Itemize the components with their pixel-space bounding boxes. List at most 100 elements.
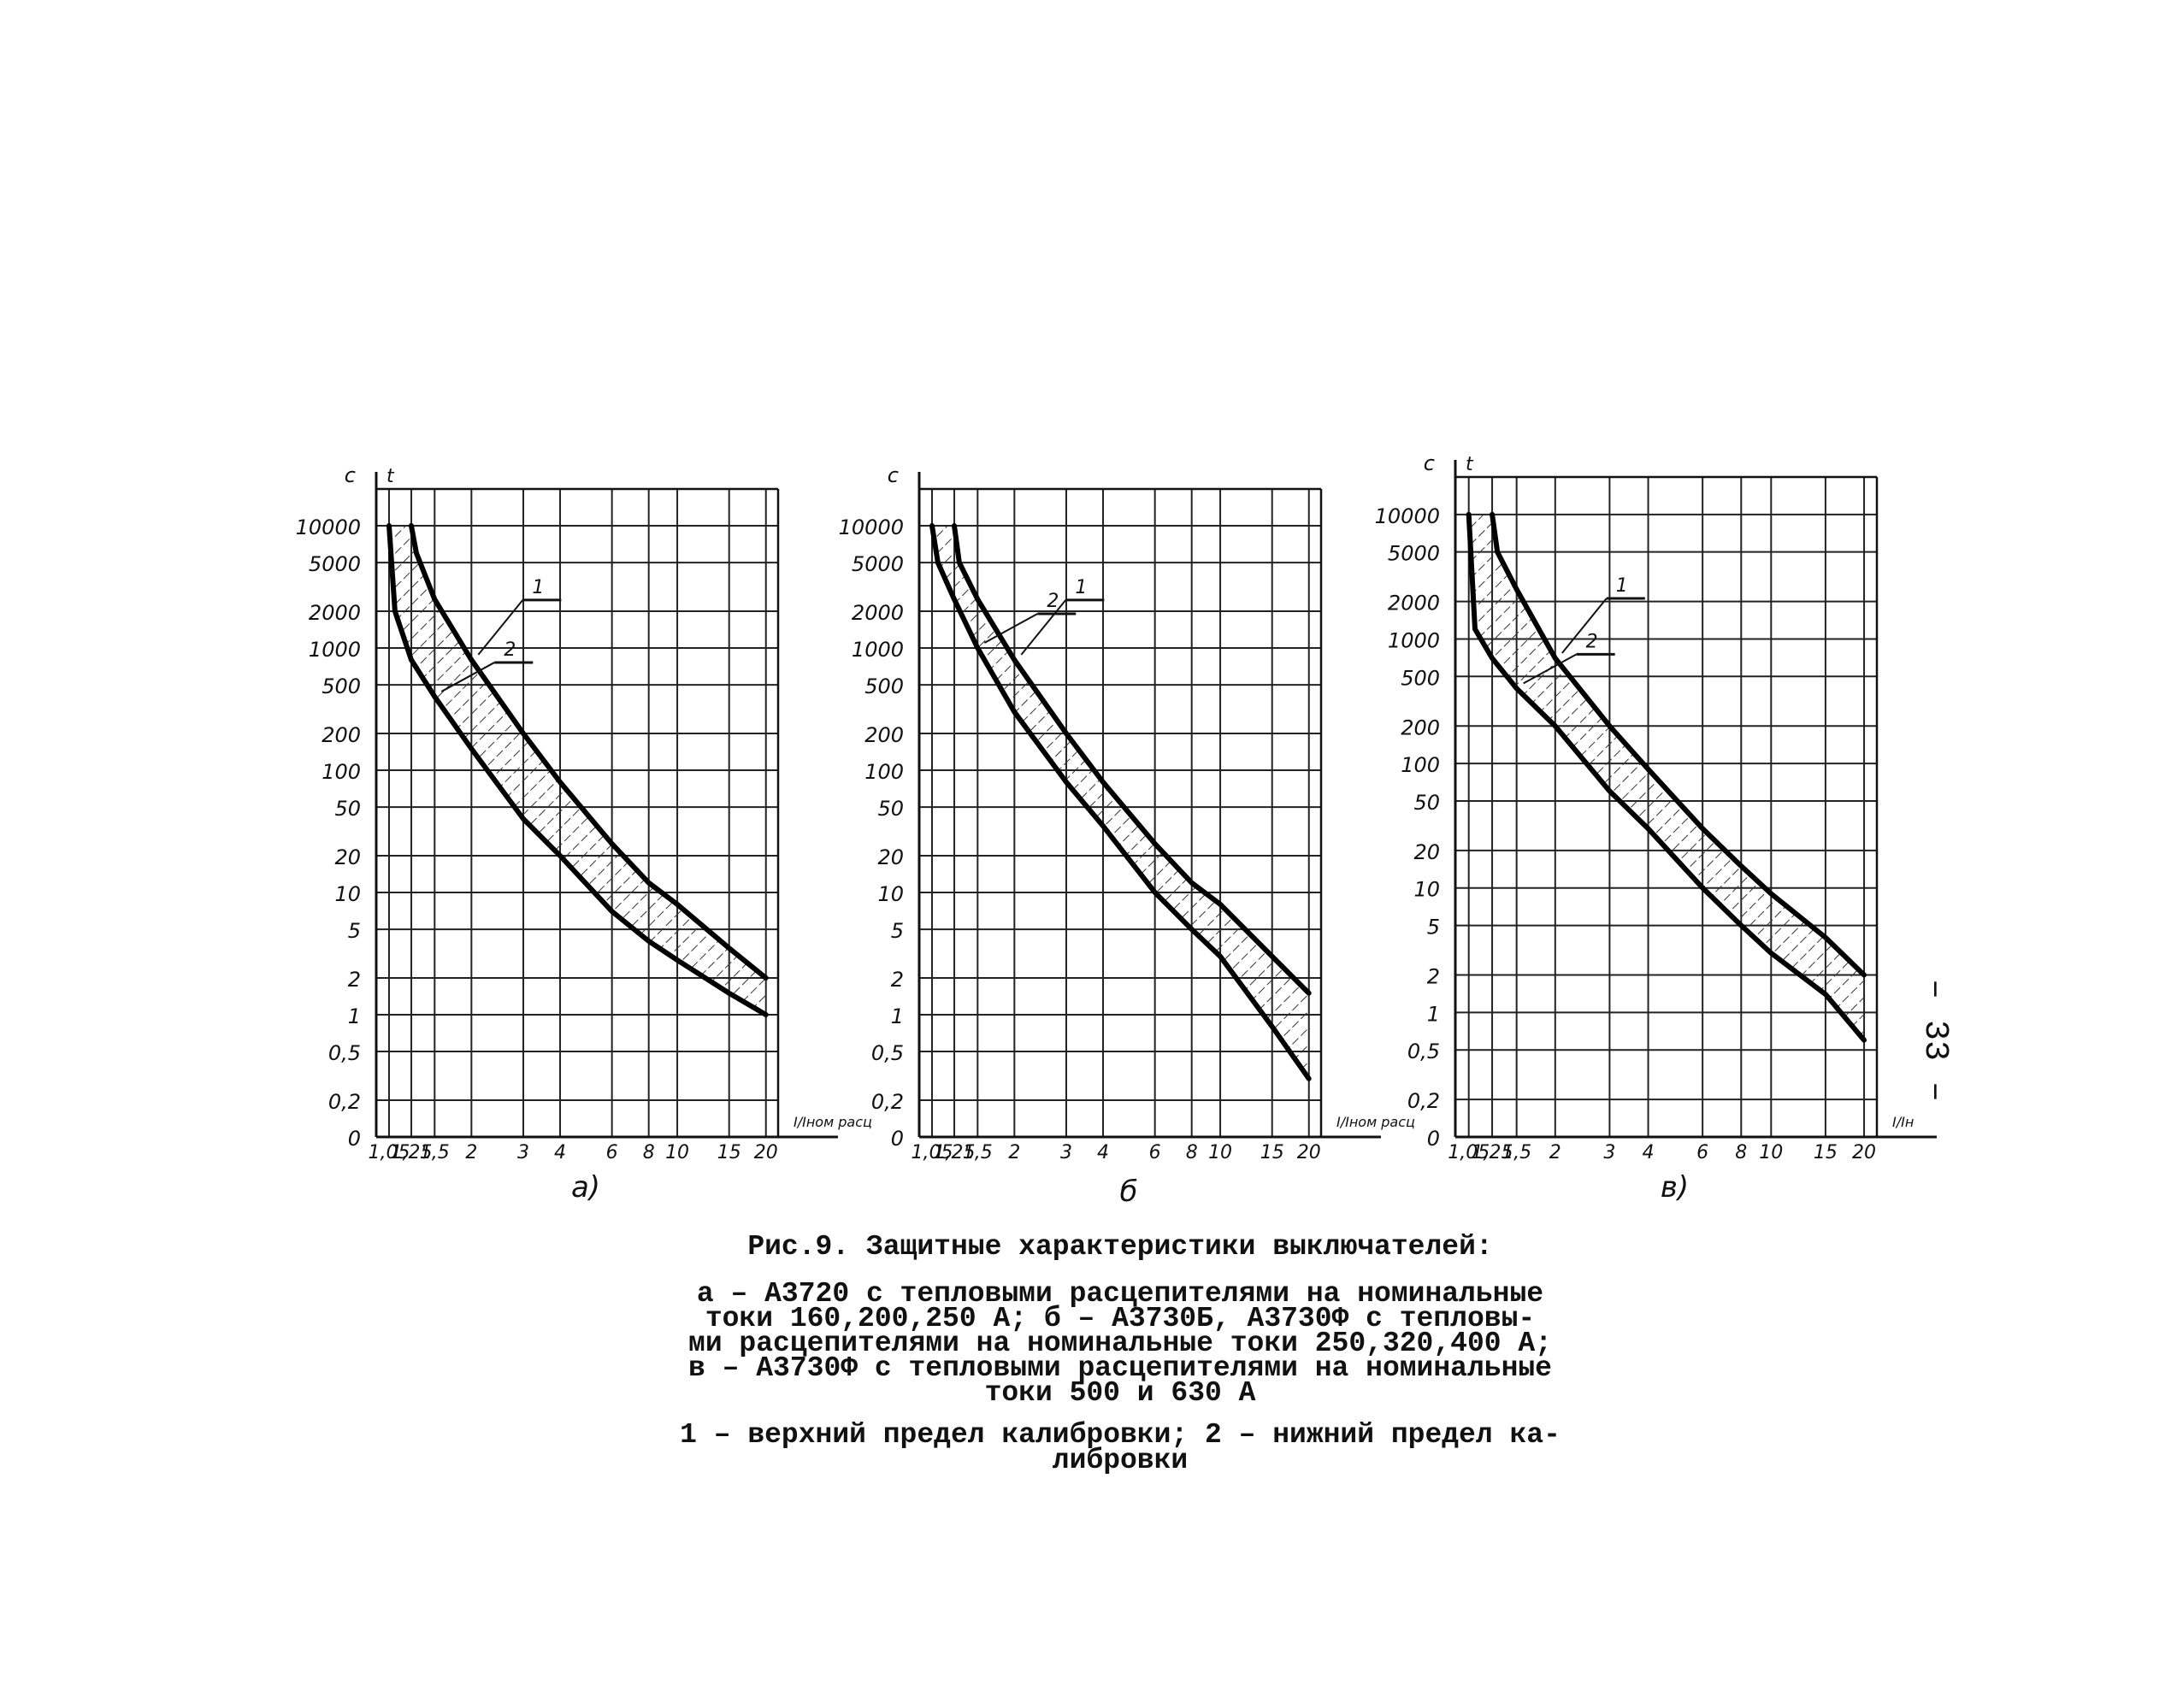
series-line-2 [929,523,1312,1081]
y-tick-label: 2000 [309,601,361,625]
caption-line: токи 500 и 630 А [984,1377,1256,1409]
x-tick-label: 10 [665,1142,689,1163]
x-tick-label: 15 [1260,1142,1284,1163]
caption-legend-line: либровки [1052,1445,1189,1476]
y-tick-label: 0 [348,1127,361,1151]
y-tick-label: 1 [348,1004,361,1028]
series-leader-line [1523,653,1578,685]
x-tick-label: 20 [754,1142,778,1163]
caption-line: токи 160,200,250 А; б – А3730Б, А3730Ф с… [705,1303,1536,1334]
x-axis-label: I/Iном расц [1336,1114,1415,1130]
x-tick-label: 1,5 [1502,1142,1531,1163]
y-tick-label: 2000 [852,601,904,625]
y-tick-label: 10 [877,882,904,906]
y-tick-label: 5 [1427,916,1440,939]
series-label: 2 [504,639,516,661]
y-tick-label: 5 [348,919,361,943]
y-tick-label: 0,5 [328,1041,361,1065]
figure-caption: Рис.9. Защитные характеристики выключате… [599,1231,1642,1476]
x-tick-label: 1,5 [420,1142,450,1163]
x-tick-label: 4 [1097,1142,1109,1163]
x-tick-label: 3 [1603,1142,1615,1163]
x-tick-label: 2 [1549,1142,1561,1163]
y-axis-label: t [1466,454,1474,475]
x-tick-label: 15 [1814,1142,1838,1163]
x-tick-label: 1,05 [911,1142,953,1163]
series-label: 2 [1047,591,1059,612]
x-tick-label: 15 [717,1142,741,1163]
y-tick-label: 10000 [296,515,361,539]
x-tick-label: 2 [1008,1142,1020,1163]
chart-panel: 100005000200010005002001005020105210,50,… [296,463,872,1204]
y-tick-label: 5 [891,919,904,943]
y-tick-label: 0,2 [1407,1089,1440,1113]
x-tick-label: 4 [554,1142,566,1163]
y-tick-label: 20 [877,845,904,869]
y-tick-label: 5000 [852,552,904,576]
x-axis-label: I/Iн [1892,1114,1914,1130]
x-tick-label: 20 [1852,1142,1876,1163]
y-tick-label: 0,5 [1407,1040,1440,1063]
y-tick-label: 500 [1401,666,1440,690]
caption-line: ми расцепителями на номинальные токи 250… [688,1328,1552,1359]
y-tick-label: 100 [864,760,904,784]
caption-legend: 1 – верхний предел калибровки; 2 – нижни… [599,1419,1642,1476]
x-tick-label: 10 [1208,1142,1232,1163]
series-label: 2 [1586,631,1598,652]
y-tick-label: 50 [334,797,361,821]
page-number: – 33 – [1915,979,1954,1103]
x-tick-label: 1,5 [963,1142,993,1163]
x-tick-label: 8 [1186,1142,1198,1163]
caption-body: а – А3720 с тепловыми расцепителями на н… [599,1278,1642,1409]
y-tick-label: 5000 [309,552,361,576]
y-tick-label: 0 [1427,1127,1440,1151]
y-tick-label: 0 [891,1127,904,1151]
series-line-1 [1490,511,1867,978]
series-leader-line [983,613,1038,644]
y-tick-label: 2000 [1388,592,1440,615]
y-tick-label: 200 [1401,716,1440,739]
panel-label: б [1120,1175,1138,1209]
y-tick-label: 10000 [839,515,904,539]
x-tick-label: 20 [1297,1142,1321,1163]
y-tick-label: 1000 [852,638,904,662]
caption-legend-line: 1 – верхний предел калибровки; 2 – нижни… [680,1419,1561,1451]
y-tick-label: 1 [891,1004,904,1028]
y-tick-label: 1000 [309,638,361,662]
series-leader-line [1561,598,1608,654]
y-tick-label: 1 [1427,1002,1440,1026]
x-tick-label: 8 [1735,1142,1747,1163]
series-leader-line [477,599,524,656]
y-tick-label: 20 [1413,840,1440,864]
panel-label: в) [1661,1170,1689,1204]
y-tick-label: 10 [334,882,361,906]
y-unit-label: с [888,463,899,487]
x-tick-label: 3 [517,1142,529,1163]
calibration-band [931,526,1309,1079]
series-label: 1 [1075,577,1087,598]
y-tick-label: 5000 [1388,542,1440,566]
caption-line: в – А3730Ф с тепловыми расцепителями на … [688,1352,1552,1384]
series-line-1 [952,523,1312,996]
y-tick-label: 200 [322,723,361,747]
series-label: 1 [1616,575,1628,597]
y-tick-label: 100 [1401,753,1440,777]
y-tick-label: 500 [322,674,361,698]
y-tick-label: 2 [1427,965,1440,989]
y-tick-label: 0,2 [871,1090,904,1114]
x-tick-label: 1,05 [368,1142,410,1163]
chart-panel: 100005000200010005002001005020105210,50,… [1375,451,1937,1204]
calibration-band [388,526,766,1016]
x-tick-label: 4 [1643,1142,1655,1163]
caption-line: а – А3720 с тепловыми расцепителями на н… [696,1278,1544,1310]
y-tick-label: 2 [348,968,361,992]
x-tick-label: 6 [1149,1142,1161,1163]
chart-panel: 100005000200010005002001005020105210,50,… [839,463,1415,1209]
y-tick-label: 10 [1413,878,1440,902]
x-tick-label: 8 [643,1142,655,1163]
y-tick-label: 50 [1413,791,1440,815]
y-tick-label: 20 [334,845,361,869]
y-tick-label: 0,5 [871,1041,904,1065]
y-tick-label: 500 [864,674,904,698]
